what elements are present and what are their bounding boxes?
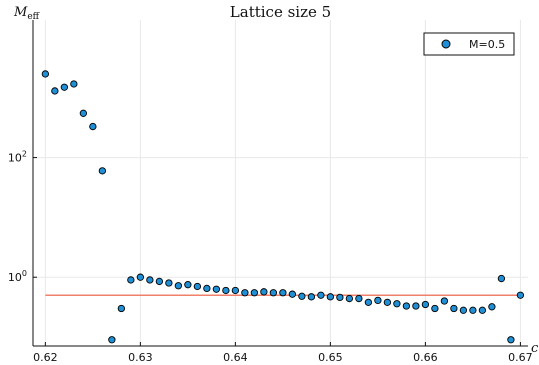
data-point xyxy=(402,302,411,310)
data-point xyxy=(89,122,97,131)
data-point xyxy=(98,167,107,175)
y-tick-label: 100 xyxy=(8,269,27,284)
data-point xyxy=(193,282,202,291)
data-point xyxy=(165,279,173,287)
data-point xyxy=(155,277,164,286)
data-point xyxy=(60,83,69,91)
x-tick-label: 0.62 xyxy=(33,351,58,364)
data-point xyxy=(516,291,525,299)
data-point xyxy=(79,109,88,117)
data-point xyxy=(51,87,59,95)
tick-layer: 0.62 0.63 0.64 0.65 0.66 0.67 100 102 xyxy=(8,150,533,364)
data-point xyxy=(469,306,477,314)
legend-label: M=0.5 xyxy=(469,38,505,51)
data-point xyxy=(222,286,230,295)
data-point xyxy=(412,302,420,310)
data-point xyxy=(127,276,135,284)
data-point-layer xyxy=(41,70,525,344)
data-point xyxy=(269,289,278,297)
data-point xyxy=(440,297,449,305)
data-point xyxy=(393,300,401,308)
data-point xyxy=(288,290,297,298)
data-point xyxy=(478,306,487,314)
data-point xyxy=(146,276,154,284)
data-point xyxy=(136,273,145,281)
x-axis-label: c xyxy=(531,341,539,356)
data-point xyxy=(421,300,430,309)
legend-box xyxy=(423,32,515,56)
data-point xyxy=(374,296,382,305)
data-point xyxy=(184,281,192,289)
data-point xyxy=(497,274,506,283)
data-point xyxy=(231,286,240,295)
data-point xyxy=(345,294,354,303)
data-point xyxy=(108,336,116,344)
x-tick-label: 0.63 xyxy=(128,351,153,364)
data-point xyxy=(307,293,316,301)
data-point xyxy=(450,304,458,313)
data-point xyxy=(260,288,268,296)
data-point xyxy=(174,282,183,290)
data-point xyxy=(431,304,439,313)
data-point xyxy=(383,298,392,306)
data-point xyxy=(203,284,211,293)
chart-title: Lattice size 5 xyxy=(230,3,331,21)
y-axis-label: Meff xyxy=(13,5,40,22)
legend-marker xyxy=(441,39,451,49)
data-point xyxy=(459,306,468,314)
legend: M=0.5 xyxy=(423,32,515,56)
y-axis-label-base: M xyxy=(13,5,28,20)
grid-layer xyxy=(33,20,528,346)
data-point xyxy=(326,293,335,301)
data-point xyxy=(317,291,325,299)
data-point xyxy=(507,336,515,344)
data-point xyxy=(355,294,363,303)
x-tick-label: 0.64 xyxy=(223,351,248,364)
data-point xyxy=(364,298,373,306)
x-tick-label: 0.67 xyxy=(508,351,533,364)
data-point xyxy=(298,292,306,300)
data-point xyxy=(212,285,221,293)
data-point xyxy=(488,303,496,311)
x-tick-label: 0.65 xyxy=(318,351,343,364)
data-point xyxy=(241,289,249,297)
data-point xyxy=(70,80,78,88)
data-point xyxy=(279,289,287,297)
y-axis-label-subscript: eff xyxy=(27,12,39,22)
x-tick-label: 0.66 xyxy=(413,351,438,364)
data-point xyxy=(250,289,259,297)
data-point xyxy=(336,293,344,302)
y-tick-label: 102 xyxy=(8,150,27,165)
data-point xyxy=(41,70,50,78)
data-point xyxy=(117,304,126,313)
